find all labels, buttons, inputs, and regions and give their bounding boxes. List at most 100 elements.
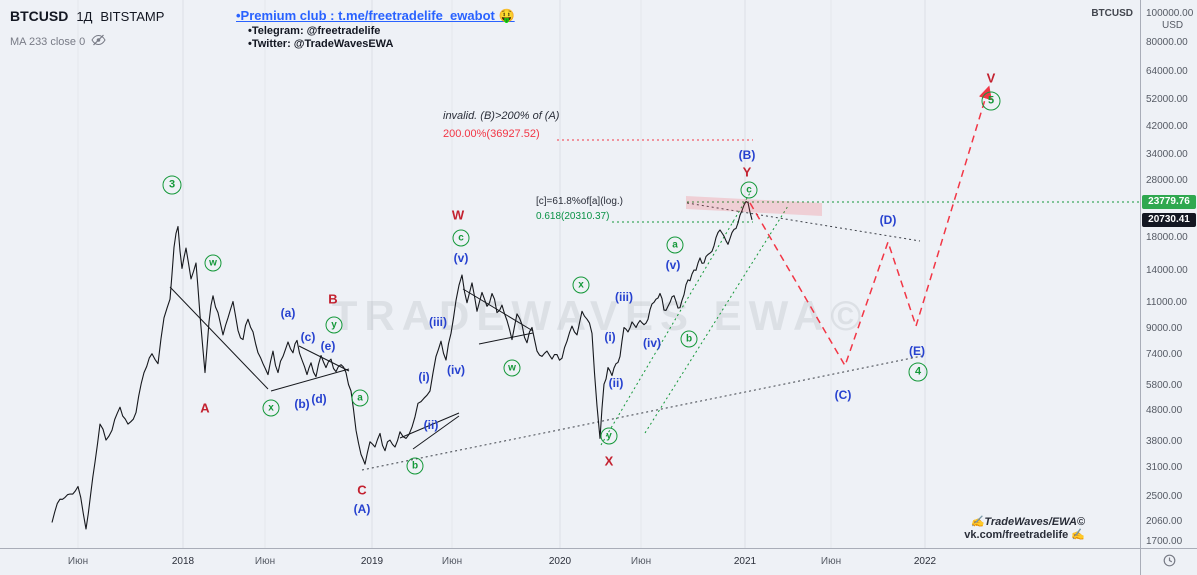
price-axis-label: 1700.00: [1146, 536, 1183, 547]
wave-label: C: [357, 482, 367, 498]
wave-label: (ii): [423, 418, 439, 432]
price-axis-label: 42000.00: [1146, 121, 1188, 133]
time-axis-label: Июн: [630, 556, 652, 567]
symbol-legend[interactable]: BTCUSD 1Д BITSTAMP: [10, 8, 164, 24]
wave-label: (v): [665, 258, 681, 272]
wave-label: (v): [453, 251, 469, 265]
time-axis-label: 2019: [360, 556, 384, 567]
price-axis-label: 28000.00: [1146, 174, 1188, 186]
wave-label: A: [200, 400, 210, 416]
wave-label: x: [572, 276, 590, 294]
fib-618-note: [c]=61.8%of[a](log.): [536, 196, 623, 207]
wave-label: (A): [353, 502, 371, 516]
wave-label: (i): [604, 330, 616, 344]
price-axis-label: 80000.00: [1146, 37, 1188, 49]
price-axis-label: 52000.00: [1146, 93, 1188, 105]
corner-symbol-label: BTCUSD: [1091, 8, 1133, 19]
price-axis-unit: USD: [1162, 20, 1184, 31]
wave-label: (c): [300, 330, 316, 344]
exchange-label[interactable]: BITSTAMP: [100, 9, 165, 24]
clock-icon[interactable]: [1163, 554, 1176, 572]
wave-label: (iv): [447, 363, 465, 377]
resistance-zone: [686, 196, 822, 216]
price-badge: 20730.41: [1142, 212, 1196, 227]
price-axis-label: 9000.00: [1146, 322, 1183, 334]
time-axis[interactable]: Июн 2018 Июн 2019 Июн 2020 Июн 2021 Июн 2022: [0, 548, 1140, 575]
wave-label: V: [986, 70, 996, 86]
time-axis-label: Июн: [441, 556, 463, 567]
wave-label: x: [262, 399, 280, 417]
wave-label: a: [666, 236, 684, 254]
eye-slash-icon[interactable]: [91, 34, 106, 49]
trend-line: [412, 415, 460, 450]
wave-label: (iii): [615, 290, 633, 304]
wave-label: 3: [162, 175, 182, 195]
price-series: [51, 200, 753, 530]
price-axis-label: 100000.00: [1146, 8, 1194, 19]
wave-label: (iv): [643, 336, 661, 350]
price-badge: 23779.76: [1142, 194, 1196, 209]
forecast-path: [749, 85, 992, 368]
wave-label: W: [451, 207, 465, 223]
price-axis-label: 3100.00: [1146, 462, 1183, 474]
wave-label: b: [406, 457, 424, 475]
wave-label: b: [680, 330, 698, 348]
wave-label: (iii): [429, 315, 447, 329]
trend-line: [600, 192, 751, 446]
trend-line: [686, 202, 921, 242]
footer-credit: ✍TradeWaves/EWA© vk.com/freetradelife ✍: [964, 515, 1085, 541]
wave-label: X: [604, 453, 614, 469]
chart-legend: BTCUSD 1Д BITSTAMP MA 233 close 0: [10, 8, 164, 49]
time-axis-label: 2021: [733, 556, 757, 567]
wave-label: (C): [834, 388, 852, 402]
price-axis-label: 3800.00: [1146, 435, 1183, 447]
time-axis-label: 2018: [171, 556, 195, 567]
trend-line: [399, 412, 460, 439]
symbol-name[interactable]: BTCUSD: [10, 8, 69, 24]
wave-label: (b): [294, 397, 310, 411]
price-axis-label: 11000.00: [1146, 296, 1187, 308]
wave-label: (D): [879, 213, 897, 227]
wave-label: Y: [742, 164, 752, 180]
wave-label: B: [328, 291, 338, 307]
price-axis-label: 5800.00: [1146, 380, 1183, 392]
time-axis-label: Июн: [254, 556, 276, 567]
time-axis-label: 2022: [913, 556, 937, 567]
axis-corner: [1140, 548, 1197, 575]
price-axis-label: 2500.00: [1146, 490, 1183, 502]
wave-label: c: [452, 229, 470, 247]
indicator-label: MA 233 close 0: [10, 35, 86, 48]
trend-line: [361, 355, 923, 471]
promo-title: •Premium club : t.me/freetradelife_ewabo…: [236, 8, 515, 23]
price-axis-label: 14000.00: [1146, 265, 1188, 277]
invalid-note: invalid. (B)>200% of (A): [443, 110, 560, 122]
wave-label: c: [740, 181, 758, 199]
price-axis-label: 64000.00: [1146, 66, 1188, 78]
fib-618-label: 0.618(20310.37): [536, 211, 610, 222]
promo-note: •Premium club : t.me/freetradelife_ewabo…: [236, 8, 515, 50]
credit-line: ✍TradeWaves/EWA©: [970, 516, 1085, 528]
wave-label: w: [503, 359, 521, 377]
price-axis-label: 2060.00: [1146, 515, 1183, 527]
promo-twitter: •Twitter: @TradeWavesEWA: [248, 38, 394, 50]
fib-200-label: 200.00%(36927.52): [443, 128, 540, 140]
trend-line: [270, 368, 350, 392]
wave-label: (e): [320, 339, 336, 353]
time-axis-label: Июн: [820, 556, 842, 567]
wave-label: (d): [311, 392, 327, 406]
promo-telegram: •Telegram: @freetradelife: [248, 25, 381, 37]
wave-label: a: [351, 389, 369, 407]
wave-label: (ii): [608, 376, 624, 390]
wave-label: (E): [909, 344, 925, 358]
time-axis-label: 2020: [548, 556, 572, 567]
indicator-legend[interactable]: MA 233 close 0: [10, 34, 164, 49]
wave-label: (i): [418, 370, 430, 384]
trend-line: [169, 286, 269, 390]
interval-label[interactable]: 1Д: [76, 9, 93, 24]
price-axis[interactable]: USD 100000.00 80000.00 64000.00 52000.00 420…: [1140, 0, 1197, 548]
price-axis-label: 18000.00: [1146, 232, 1188, 244]
wave-label: w: [204, 254, 222, 272]
time-axis-label: Июн: [67, 556, 89, 567]
price-axis-label: 7400.00: [1146, 348, 1183, 360]
